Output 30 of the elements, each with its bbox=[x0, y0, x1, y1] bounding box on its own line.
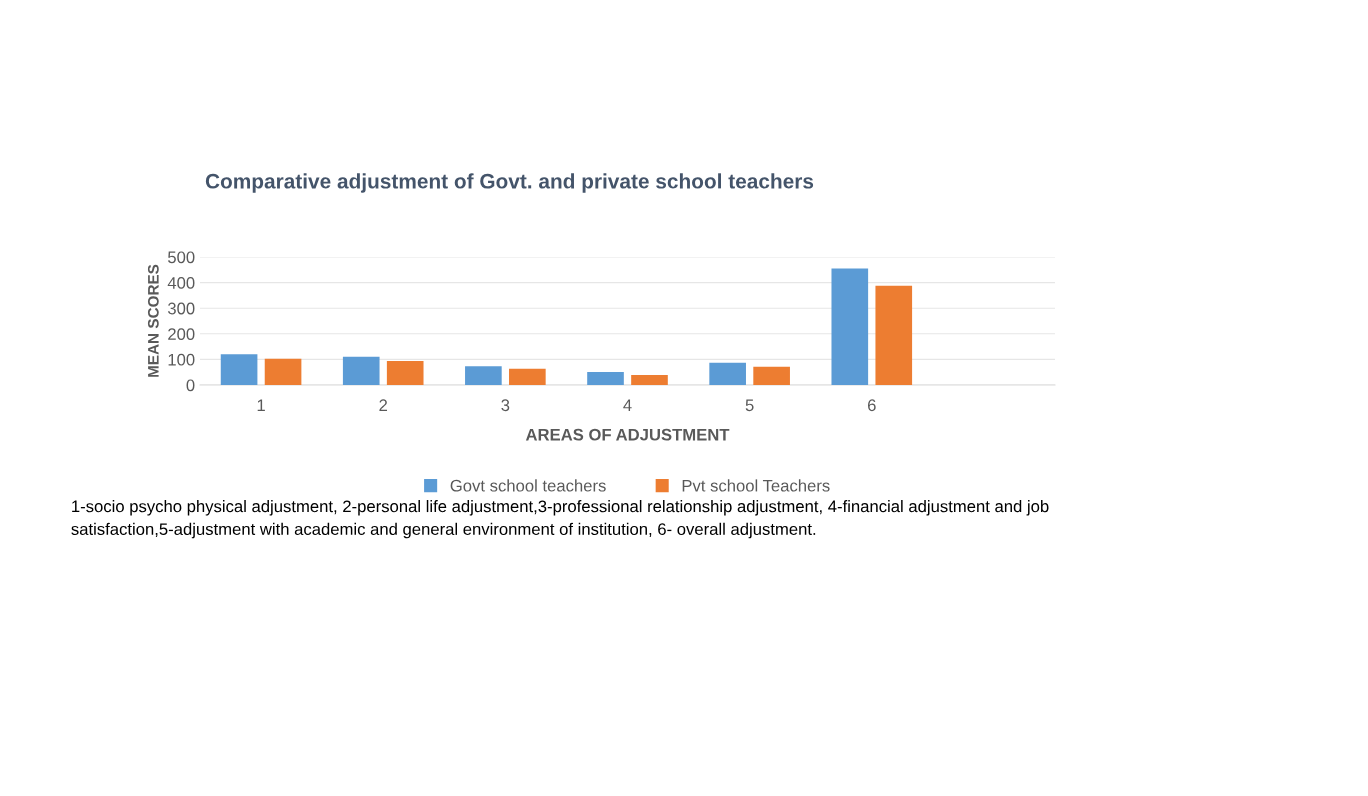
bar bbox=[631, 375, 668, 385]
bar bbox=[753, 366, 790, 385]
y-tick-label: 200 bbox=[168, 328, 195, 340]
bar bbox=[587, 371, 624, 385]
bar bbox=[342, 356, 380, 385]
y-tick-label: 100 bbox=[168, 353, 195, 366]
bar bbox=[220, 354, 258, 385]
x-axis-title: AREAS OF ADJUSTMENT bbox=[525, 428, 730, 441]
x-tick-label: 6 bbox=[868, 399, 876, 412]
y-tick-label: 500 bbox=[168, 251, 195, 264]
text: 1-socio psycho physical adjustment, 2-personal life adjustment,3-professional relationship adjustment, 4-financial adjustment and job satisfaction,5-adjustment with academic and general environment of institution, 6- overall adjustment. bbox=[71, 500, 1049, 539]
legend-label: Govt school teachers bbox=[450, 479, 606, 492]
chart-title: Comparative adjustment of Govt. and private school teachers bbox=[205, 173, 814, 193]
x-tick-label: 3 bbox=[501, 399, 510, 412]
bar bbox=[264, 358, 302, 385]
y-axis-title: MEAN SCORES bbox=[147, 264, 159, 377]
bar bbox=[465, 366, 502, 385]
y-tick-label: 300 bbox=[167, 302, 195, 315]
x-tick-label: 4 bbox=[623, 399, 632, 411]
bar bbox=[386, 360, 424, 385]
x-tick-label: 2 bbox=[379, 399, 388, 411]
bar bbox=[509, 368, 546, 385]
bar bbox=[709, 362, 746, 385]
x-tick-label: 5 bbox=[745, 399, 754, 412]
bar bbox=[831, 268, 869, 385]
x-tick-label: 1 bbox=[257, 399, 265, 411]
legend-label: Pvt school Teachers bbox=[682, 479, 830, 492]
y-tick-label: 400 bbox=[167, 277, 195, 289]
bar bbox=[875, 285, 913, 385]
y-tick-label: 0 bbox=[186, 379, 195, 392]
